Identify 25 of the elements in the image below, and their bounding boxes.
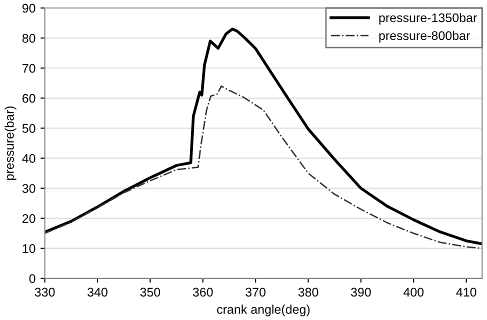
x-axis-title: crank angle(deg): [217, 304, 310, 316]
y-tick-label: 30: [22, 184, 36, 193]
x-tick-label: 350: [140, 288, 160, 297]
x-tick-label: 330: [34, 288, 55, 297]
y-tick-label: 60: [22, 94, 36, 103]
x-tick-label: 340: [88, 288, 108, 297]
x-tick-label: 390: [350, 288, 371, 297]
x-tick-label: 360: [192, 288, 213, 297]
y-axis-title: pressure(bar): [4, 106, 16, 180]
y-tick-label: 10: [22, 244, 36, 254]
y-tick-label: 20: [22, 214, 36, 223]
legend-label: pressure-1350bar: [379, 13, 477, 25]
legend-label: pressure-800bar: [379, 30, 470, 43]
x-tick-label: 400: [403, 288, 424, 297]
y-tick-label: 0: [29, 274, 36, 284]
line-series: [44, 28, 482, 246]
x-tick-label: 370: [246, 288, 266, 297]
x-tick-label: 410: [456, 288, 476, 297]
line-series: [44, 85, 482, 250]
y-tick-label: 80: [22, 34, 36, 43]
y-tick-label: 90: [22, 4, 36, 13]
y-tick-label: 50: [22, 124, 36, 133]
y-tick-label: 70: [22, 64, 36, 73]
x-tick-label: 380: [298, 288, 318, 297]
y-tick-label: 40: [22, 154, 36, 163]
